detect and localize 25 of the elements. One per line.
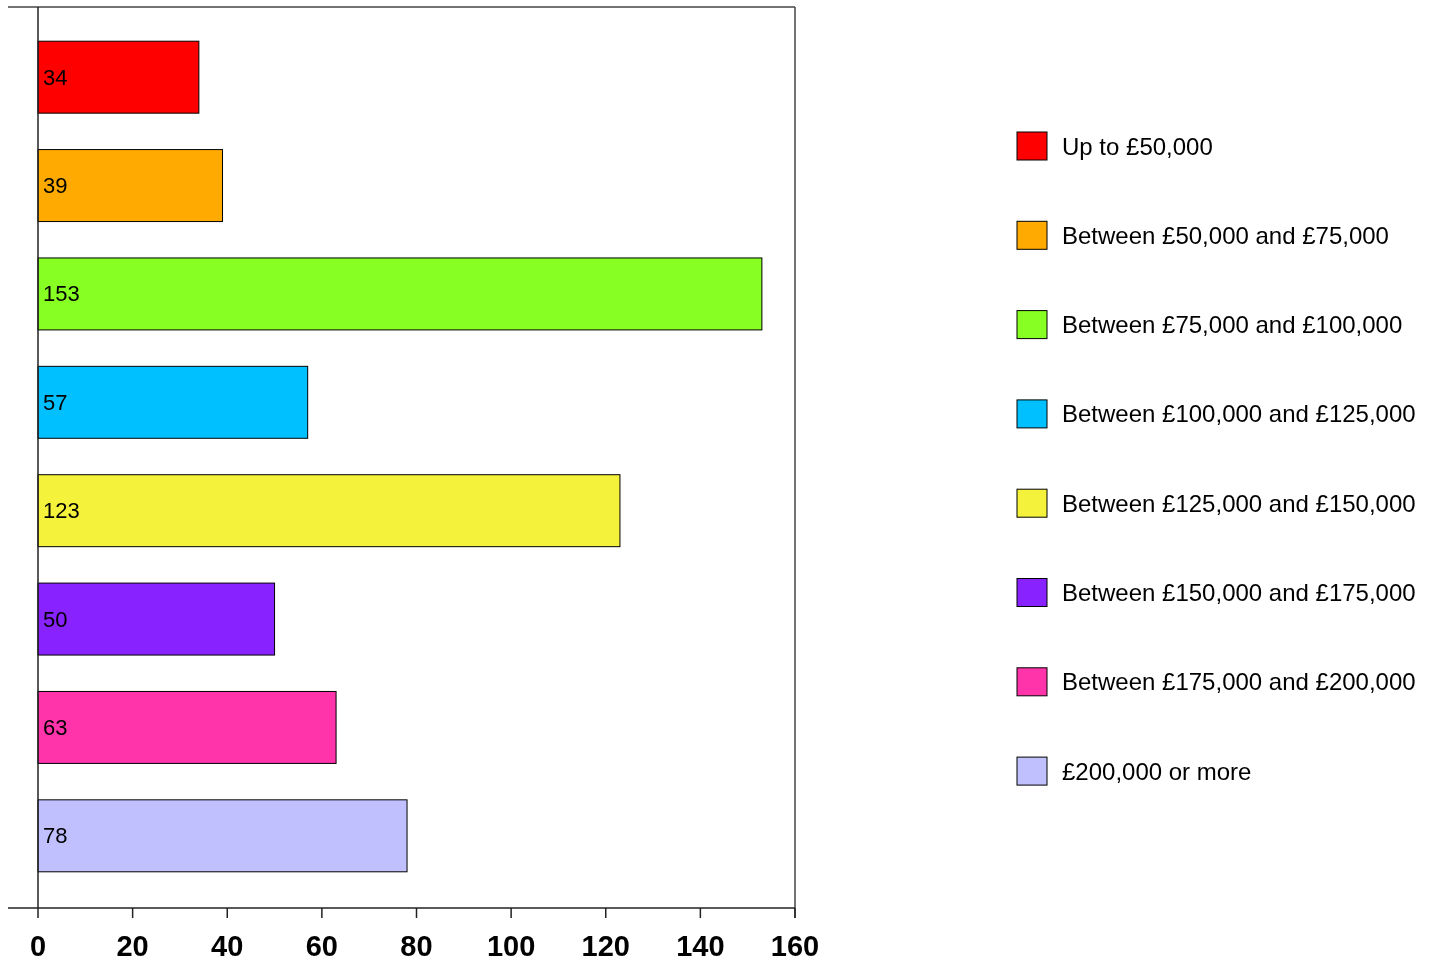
data-label: 153 (43, 281, 80, 307)
data-label: 34 (43, 64, 68, 90)
data-label: 39 (43, 173, 68, 199)
legend-label: Between £50,000 and £75,000 (1062, 221, 1389, 249)
legend-label: Between £75,000 and £100,000 (1062, 311, 1403, 339)
data-label: 63 (43, 714, 68, 740)
data-label: 123 (43, 498, 80, 524)
x-tick-label: 160 (770, 930, 820, 962)
legend-label: Up to £50,000 (1062, 132, 1213, 160)
data-label: 57 (43, 389, 68, 415)
x-tick-label: 20 (116, 930, 149, 962)
legend-label: Between £100,000 and £125,000 (1062, 400, 1416, 428)
x-tick-label: 120 (581, 930, 630, 962)
x-tick-label: 40 (211, 930, 244, 962)
x-tick-label: 60 (305, 930, 339, 962)
legend-label: Between £175,000 and £200,000 (1062, 668, 1416, 696)
x-tick-label: 140 (676, 930, 725, 962)
x-tick-label: 80 (400, 930, 433, 962)
legend-label: Between £150,000 and £175,000 (1062, 579, 1416, 606)
x-tick-label: 0 (29, 930, 47, 962)
data-label: 78 (43, 823, 68, 849)
data-label: 50 (43, 606, 68, 632)
x-tick-label: 100 (486, 930, 536, 962)
legend-label: Between £125,000 and £150,000 (1062, 489, 1416, 517)
legend-label: £200,000 or more (1062, 757, 1252, 785)
